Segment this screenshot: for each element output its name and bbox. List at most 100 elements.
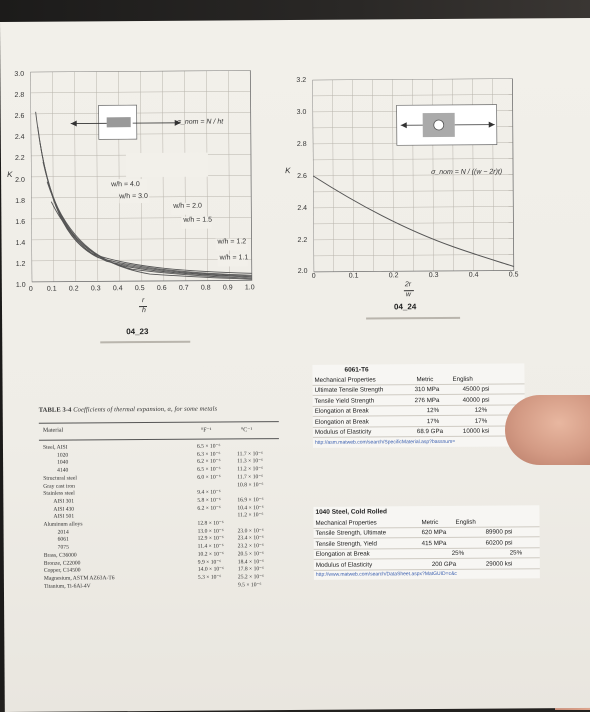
- table-header: Material °F⁻¹ °C⁻¹: [39, 421, 279, 441]
- card-cell: 12%: [427, 407, 439, 414]
- right-x-axis-label-bottom: w: [406, 291, 411, 298]
- thermal-expansion-table: TABLE 3-4 Coefficients of thermal expans…: [39, 405, 279, 414]
- thumb: [505, 395, 590, 465]
- left-x-tick: 0.1: [47, 286, 57, 293]
- table-title: TABLE 3-4 Coefficients of thermal expans…: [39, 405, 279, 414]
- right-formula: σ_nom = N / ((w − 2r)t): [431, 169, 502, 176]
- right-y-axis-label: K: [285, 166, 290, 175]
- card-cell: Tensile Yield Strength: [315, 397, 375, 404]
- card-title: 6061-T6: [344, 366, 368, 373]
- left-x-tick: 0.7: [179, 285, 189, 292]
- card-cell: 415 MPa: [422, 539, 447, 546]
- left-y-tick: 1.8: [15, 198, 25, 205]
- per-f-column: 6.5 × 10⁻⁶ 6.3 × 10⁻⁶ 6.2 × 10⁻⁶ 6.5 × 1…: [197, 443, 234, 582]
- figure-caption-04-24: 04_24: [394, 302, 416, 311]
- card-cell: 620 MPa: [422, 529, 447, 536]
- card-cell: 89900 psi: [486, 528, 513, 535]
- left-y-tick: 2.8: [14, 92, 24, 99]
- left-x-tick: 0.6: [157, 285, 167, 292]
- copyright-line: [366, 317, 460, 320]
- left-y-tick: 3.0: [14, 71, 24, 78]
- right-x-tick: 0: [312, 273, 316, 280]
- ratio-label: w/h = 1.5: [183, 217, 212, 224]
- card-cell: 68.9 GPa: [417, 428, 443, 435]
- ratio-label: w/h = 1.2: [218, 238, 247, 245]
- left-y-tick: 2.4: [15, 134, 25, 141]
- left-y-tick: 2.6: [15, 113, 25, 120]
- left-x-tick: 0: [29, 286, 33, 293]
- card-cell: 276 MPa: [415, 397, 440, 404]
- card-cell: 310 MPa: [415, 386, 440, 393]
- left-x-tick: 0.2: [69, 286, 79, 293]
- right-y-tick: 2.2: [298, 237, 308, 244]
- left-x-tick: 0.3: [91, 285, 101, 292]
- card-header: Mechanical Properties: [315, 519, 376, 526]
- card-header: Metric: [416, 376, 433, 383]
- header-per-f: °F⁻¹: [201, 427, 212, 434]
- card-cell: Tensile Strength, Yield: [316, 540, 377, 547]
- card-cell: 200 GPa: [432, 560, 456, 567]
- ratio-label: w/h = 4.0: [111, 181, 140, 188]
- card-cell: 17%: [475, 417, 487, 424]
- card-link-row: http://www.matweb.com/search/DataSheet.a…: [314, 569, 540, 580]
- card-cell: 60200 psi: [486, 539, 513, 546]
- right-y-tick: 3.2: [296, 77, 306, 84]
- card-cell: 12%: [475, 407, 487, 414]
- left-y-tick: 2.0: [15, 177, 25, 184]
- left-x-tick: 1.0: [245, 284, 255, 291]
- left-y-tick: 2.2: [15, 155, 25, 162]
- right-x-tick: 0.1: [349, 273, 359, 280]
- card-cell: Modulus of Elasticity: [316, 561, 372, 568]
- left-x-tick: 0.8: [201, 285, 211, 292]
- card-cell: 25%: [452, 550, 464, 557]
- card-header: Metric: [421, 519, 438, 526]
- paper-sheet: 3.0 2.8 2.6 2.4 2.2 2.0 1.8 1.6 1.4 1.2 …: [0, 18, 590, 712]
- table-number: TABLE 3-4: [39, 407, 72, 414]
- header-per-c: °C⁻¹: [241, 426, 252, 433]
- card-title: 1040 Steel, Cold Rolled: [315, 508, 387, 515]
- right-x-tick: 0.5: [509, 271, 519, 278]
- card-cell: Elongation at Break: [316, 550, 370, 557]
- ratio-label: w/h = 1.1: [220, 254, 249, 261]
- ratio-label: w/h = 3.0: [119, 193, 148, 200]
- stress-formula: σ_nom = N / ht: [177, 119, 223, 126]
- card-cell: 45000 psi: [463, 386, 490, 393]
- right-x-tick: 0.2: [389, 272, 399, 279]
- left-x-axis-label-bottom: h: [142, 307, 146, 314]
- steel-1040-properties: 1040 Steel, Cold Rolled Mechanical Prope…: [313, 505, 540, 580]
- table-title-text: Coefficients of thermal expansion, α, fo…: [73, 406, 217, 414]
- table-cell: 5.3 × 10⁻⁶: [198, 574, 234, 582]
- left-y-tick: 1.4: [16, 240, 26, 247]
- left-x-tick: 0.5: [135, 285, 145, 292]
- figure-caption-04-23: 04_23: [126, 327, 148, 336]
- right-y-tick: 2.4: [297, 205, 307, 212]
- table-cell: 9.5 × 10⁻⁶: [238, 582, 274, 590]
- right-graph: [312, 78, 523, 279]
- right-x-tick: 0.4: [469, 272, 479, 279]
- right-x-axis-label-top: 2r: [405, 281, 411, 288]
- left-x-tick: 0.9: [223, 284, 233, 291]
- table-body: Steel, AISI 1020 1040 4140 Structural st…: [39, 443, 279, 445]
- aluminum-6061-properties: 6061-T6 Mechanical Properties Metric Eng…: [312, 363, 525, 447]
- matweb-link[interactable]: http://www.matweb.com/search/DataSheet.a…: [316, 571, 457, 578]
- right-y-tick: 2.6: [297, 173, 307, 180]
- right-y-tick: 3.0: [297, 109, 307, 116]
- table-cell: Titanium, Ti-6Al-4V: [44, 583, 136, 591]
- right-y-tick: 2.8: [297, 141, 307, 148]
- card-cell: 17%: [427, 418, 439, 425]
- copyright-line: [100, 341, 190, 344]
- card-header: Mechanical Properties: [314, 376, 375, 383]
- left-x-tick: 0.4: [113, 285, 123, 292]
- material-column: Steel, AISI 1020 1040 4140 Structural st…: [43, 444, 136, 591]
- card-cell: Elongation at Break: [315, 418, 369, 425]
- header-material: Material: [43, 428, 63, 434]
- card-cell: 25%: [510, 549, 522, 556]
- right-x-tick: 0.3: [429, 272, 439, 279]
- card-cell: Elongation at Break: [315, 407, 369, 414]
- card-cell: 29000 ksi: [486, 560, 513, 567]
- left-y-tick: 1.0: [16, 282, 26, 289]
- left-y-tick: 1.6: [15, 219, 25, 226]
- left-y-tick: 1.2: [16, 261, 26, 268]
- card-cell: Tensile Strength, Ultimate: [316, 529, 387, 536]
- matweb-link[interactable]: http://asm.matweb.com/search/SpecificMat…: [315, 438, 455, 445]
